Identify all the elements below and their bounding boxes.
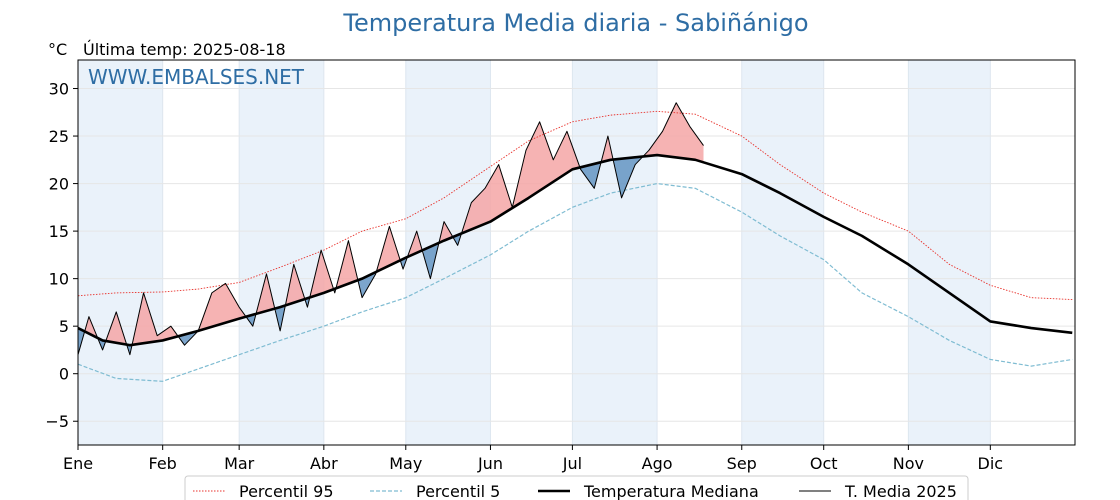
y-tick-label: 10 (49, 270, 69, 289)
month-bands (78, 60, 991, 445)
last-temp-label: Última temp: 2025-08-18 (83, 40, 286, 59)
month-band (78, 60, 163, 445)
above-median-fill (461, 121, 581, 234)
watermark: WWW.EMBALSES.NET (88, 65, 305, 89)
y-tick-label: 25 (49, 127, 69, 146)
median-line (77, 153, 1073, 347)
y-tick-label: 30 (49, 80, 69, 99)
x-tick-label: Feb (149, 454, 177, 473)
legend-label-median: Temperatura Mediana (583, 482, 759, 500)
above-median-fill (256, 273, 277, 314)
above-median-fill (285, 264, 307, 306)
actual-2025-line (77, 102, 704, 356)
x-tick-label: Ene (63, 454, 93, 473)
x-tick-label: Oct (810, 454, 838, 473)
p5-line (77, 182, 1073, 382)
above-median-fill (601, 136, 614, 163)
month-band (572, 60, 658, 445)
month-band (908, 60, 991, 445)
x-tick-label: Sep (727, 454, 757, 473)
below-median-fill (276, 305, 286, 331)
plot-frame (77, 59, 1076, 446)
x-axis: Ene Feb Mar Abr May Jun Jul Ago Sep Oct Nov Dic (63, 445, 1003, 473)
below-median-fill (613, 156, 644, 198)
below-median-fill (179, 330, 199, 346)
series-lines (77, 102, 1073, 382)
below-median-fill (423, 242, 440, 279)
x-tick-label: Mar (224, 454, 255, 473)
grid-lines (77, 60, 1075, 445)
below-median-fill (357, 271, 378, 298)
above-median-fill (377, 226, 401, 272)
x-tick-label: Abr (310, 454, 338, 473)
legend-label-p95: Percentil 95 (239, 482, 334, 500)
legend-box (184, 475, 969, 500)
x-tick-label: May (389, 454, 422, 473)
unit-label: °C (48, 40, 67, 59)
above-median-fill (132, 292, 180, 345)
y-tick-label: 0 (59, 365, 69, 384)
x-tick-label: Ago (642, 454, 673, 473)
legend-label-actual: T. Media 2025 (844, 482, 957, 500)
y-tick-label: 15 (49, 222, 69, 241)
chart-title: Temperatura Media diaria - Sabiñánigo (342, 9, 808, 37)
x-tick-label: Jul (562, 454, 582, 473)
above-median-fill (643, 102, 704, 163)
above-median-fill (336, 240, 358, 289)
y-tick-label: −5 (45, 412, 69, 431)
y-tick-label: 20 (49, 175, 69, 194)
legend: Percentil 95 Percentil 5 Temperatura Med… (184, 475, 969, 500)
p95-line (77, 110, 1073, 301)
x-tick-label: Jun (477, 454, 503, 473)
x-tick-label: Nov (893, 454, 924, 473)
above-median-fill (310, 250, 335, 298)
above-median-fill (106, 311, 128, 345)
x-tick-label: Dic (978, 454, 1004, 473)
y-tick-label: 5 (59, 317, 69, 336)
y-axis: −5 0 5 10 15 20 25 30 (45, 80, 78, 431)
month-band (239, 60, 324, 445)
legend-label-p5: Percentil 5 (416, 482, 500, 500)
